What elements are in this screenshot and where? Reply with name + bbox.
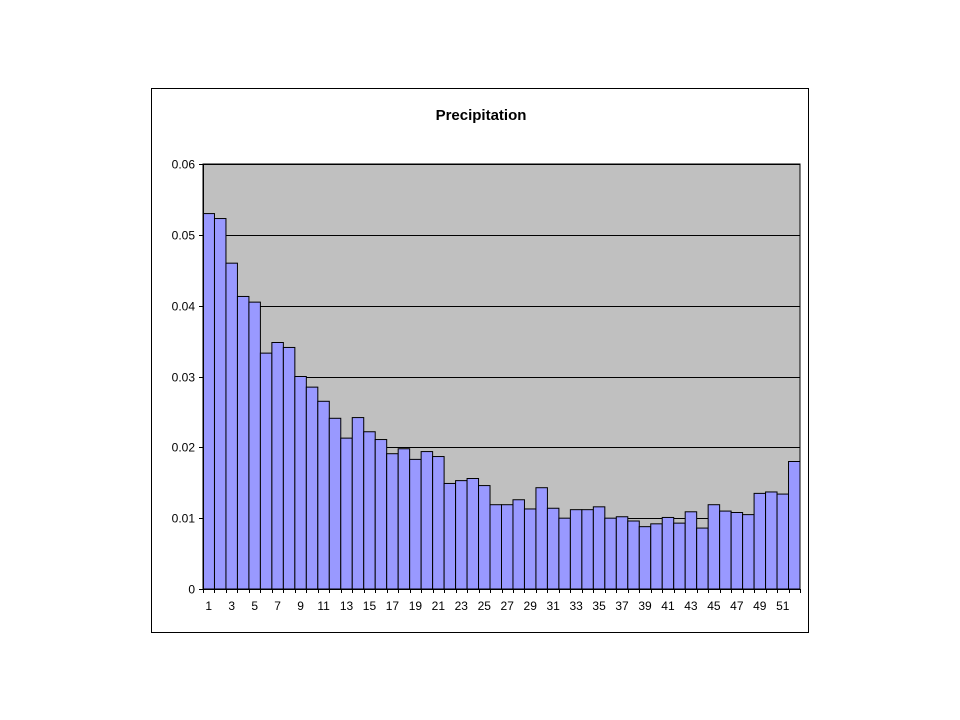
bar	[420, 451, 434, 590]
chart-title: Precipitation	[436, 107, 527, 124]
bar	[742, 514, 755, 590]
x-tick-label: 9	[297, 599, 304, 613]
bar	[294, 376, 307, 590]
y-tick-label: 0.03	[172, 371, 196, 385]
bar	[684, 511, 698, 590]
bar	[592, 506, 606, 590]
bar	[765, 491, 778, 590]
bar	[581, 509, 594, 590]
bar	[432, 456, 445, 590]
bar	[317, 400, 330, 590]
x-tick-label: 1	[205, 599, 212, 613]
x-tick-label: 47	[730, 599, 744, 613]
bar	[707, 504, 721, 590]
x-tick-label: 33	[569, 599, 583, 613]
precipitation-chart: Precipitation 00.010.020.030.040.050.06 …	[172, 107, 801, 613]
bar	[615, 516, 629, 590]
bar	[650, 523, 663, 590]
x-tick-label: 37	[615, 599, 629, 613]
x-tick-label: 19	[409, 599, 423, 613]
x-tick-labels: 1 3 5 7 9 11 13 15 17 19 21 23 25 27 29 31 33 35 37 39 41 43 4…	[205, 599, 789, 613]
x-tick-label: 45	[707, 599, 721, 613]
bar	[627, 520, 640, 590]
bar	[661, 516, 675, 590]
bar	[282, 346, 296, 590]
x-tick-label: 7	[274, 599, 281, 613]
bar	[305, 386, 319, 590]
x-tick-label: 13	[340, 599, 354, 613]
bar	[546, 507, 560, 590]
bar	[328, 417, 342, 590]
y-tick-label: 0.02	[172, 441, 196, 455]
bar	[236, 295, 250, 590]
bar	[730, 512, 744, 590]
x-tick-label: 23	[455, 599, 469, 613]
bar	[202, 213, 215, 590]
bar	[523, 508, 537, 590]
bar	[604, 517, 617, 590]
x-tick-label: 27	[501, 599, 515, 613]
x-tick-label: 25	[478, 599, 492, 613]
x-tick-label: 49	[753, 599, 767, 613]
x-tick-label: 31	[546, 599, 560, 613]
y-tick-label: 0.01	[172, 512, 196, 526]
x-tick-label: 21	[432, 599, 446, 613]
bar	[351, 417, 365, 590]
bar	[512, 499, 525, 590]
bar	[363, 431, 376, 590]
bar	[569, 509, 583, 590]
x-tick-label: 29	[524, 599, 538, 613]
bar	[753, 492, 767, 590]
bar	[374, 439, 388, 590]
axes	[199, 164, 801, 593]
x-tick-label: 11	[317, 599, 330, 613]
bar	[271, 342, 284, 590]
bar	[501, 504, 514, 590]
bar	[638, 526, 652, 590]
x-tick-label: 43	[684, 599, 698, 613]
x-tick-label: 39	[638, 599, 652, 613]
x-tick-label: 35	[592, 599, 606, 613]
bar	[535, 487, 548, 590]
y-tick-label: 0.04	[172, 300, 196, 314]
bar	[466, 478, 480, 590]
bar	[213, 218, 227, 590]
bar	[558, 517, 571, 590]
bar	[225, 262, 238, 590]
x-tick-label: 3	[228, 599, 235, 613]
chart-frame: Precipitation 0 0.01 0.02 0.03 0.04 0.05 0.06 …	[151, 88, 809, 633]
bar	[478, 485, 491, 590]
y-tick-label: 0	[188, 583, 195, 597]
bar	[259, 352, 273, 590]
bar	[443, 482, 457, 590]
bar	[409, 458, 422, 590]
bar	[340, 437, 353, 590]
bar	[696, 527, 709, 590]
bar	[386, 453, 399, 590]
bar	[673, 522, 686, 590]
x-tick-label: 51	[776, 599, 790, 613]
y-tick-label: 0.06	[172, 158, 196, 172]
bar	[489, 504, 502, 590]
bar	[455, 480, 468, 590]
bar	[719, 510, 732, 590]
x-tick-label: 15	[363, 599, 377, 613]
x-tick-label: 17	[386, 599, 400, 613]
bars	[202, 213, 801, 590]
x-tick-label: 41	[661, 599, 675, 613]
bar	[248, 301, 261, 590]
x-tick-label: 5	[251, 599, 258, 613]
bar	[776, 493, 790, 590]
bar	[397, 448, 411, 590]
y-tick-labels: 0 0.01 0.02 0.03 0.04 0.05 0.06	[172, 158, 196, 597]
y-tick-label: 0.05	[172, 229, 196, 243]
bar	[788, 461, 801, 590]
